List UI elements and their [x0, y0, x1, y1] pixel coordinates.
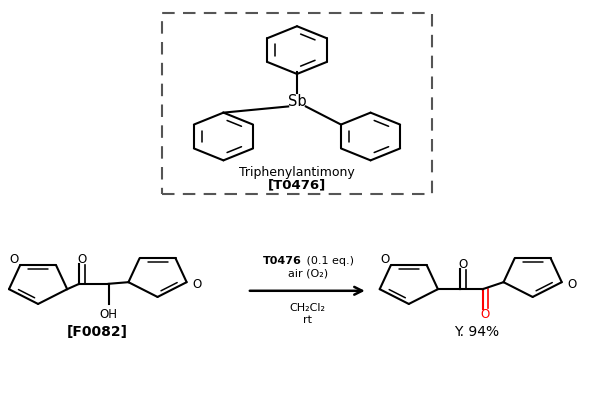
- Text: Y. 94%: Y. 94%: [454, 325, 499, 339]
- Text: Sb: Sb: [287, 94, 307, 109]
- Text: Triphenylantimony: Triphenylantimony: [239, 166, 355, 179]
- Text: O: O: [458, 258, 467, 271]
- Text: O: O: [9, 253, 18, 266]
- Text: (0.1 eq.): (0.1 eq.): [303, 256, 354, 266]
- Text: [T0476]: [T0476]: [268, 178, 326, 191]
- Text: OH: OH: [100, 309, 118, 322]
- Text: [F0082]: [F0082]: [67, 325, 128, 339]
- Text: rt: rt: [303, 315, 312, 325]
- Text: T0476: T0476: [263, 256, 302, 266]
- Text: O: O: [481, 308, 489, 321]
- Text: O: O: [380, 253, 389, 266]
- Text: O: O: [192, 278, 201, 291]
- Text: O: O: [567, 278, 577, 291]
- Text: O: O: [77, 253, 86, 266]
- Text: CH₂Cl₂: CH₂Cl₂: [290, 303, 326, 313]
- Text: air (O₂): air (O₂): [287, 269, 328, 279]
